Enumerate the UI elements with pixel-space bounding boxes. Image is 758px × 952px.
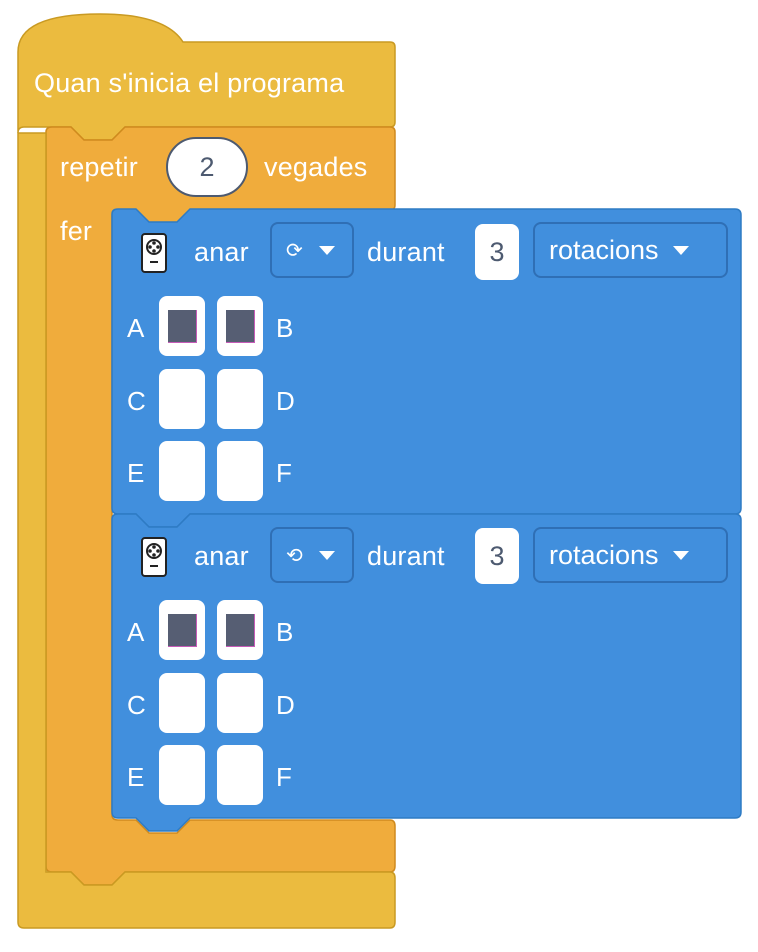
unit-dropdown[interactable]: rotacions	[533, 222, 728, 278]
motor-label-a: A	[127, 617, 145, 647]
motor-label-b: B	[276, 617, 294, 647]
motor-label-b: B	[276, 313, 294, 343]
amount-input[interactable]: 3	[475, 528, 519, 584]
motor-label-e: E	[127, 458, 145, 488]
motor-label-f: F	[276, 458, 292, 488]
during-label: durant	[367, 541, 445, 571]
motor-toggle-a[interactable]	[159, 296, 205, 356]
motor-label-f: F	[276, 762, 292, 792]
repeat-times-label: vegades	[264, 152, 368, 182]
motor-toggle-b[interactable]	[217, 600, 263, 660]
rotate-counterclockwise-icon: ⟲	[286, 544, 303, 567]
chevron-down-icon	[318, 550, 335, 560]
rotate-clockwise-icon: ⟳	[286, 239, 303, 262]
motor-label-e: E	[127, 762, 145, 792]
motor-toggle-f[interactable]	[217, 745, 263, 805]
motor-toggle-a[interactable]	[159, 600, 205, 660]
repeat-label: repetir	[60, 152, 138, 182]
motor-toggle-c[interactable]	[159, 673, 205, 733]
amount-input[interactable]: 3	[475, 224, 519, 280]
repeat-do-label: fer	[60, 216, 93, 246]
unit-label: rotacions	[549, 539, 659, 570]
unit-dropdown[interactable]: rotacions	[533, 527, 728, 583]
motor-label-d: D	[276, 386, 295, 416]
motor-label-c: C	[127, 690, 146, 720]
chevron-down-icon	[672, 245, 689, 255]
chevron-down-icon	[672, 550, 689, 560]
repeat-count-input[interactable]: 2	[166, 137, 248, 197]
motor-toggle-e[interactable]	[159, 745, 205, 805]
motor-toggle-d[interactable]	[217, 673, 263, 733]
unit-label: rotacions	[549, 234, 659, 265]
move-block-2-shape[interactable]	[111, 513, 742, 832]
motor-toggle-c[interactable]	[159, 369, 205, 429]
motor-label-a: A	[127, 313, 145, 343]
move-verb-label: anar	[194, 541, 249, 571]
move-verb-label: anar	[194, 237, 249, 267]
event-block-label: Quan s'inicia el programa	[34, 68, 345, 98]
during-label: durant	[367, 237, 445, 267]
event-block-bottom	[17, 132, 396, 929]
motor-label-c: C	[127, 386, 146, 416]
direction-dropdown[interactable]: ⟳	[270, 222, 354, 278]
robot-remote-icon	[141, 233, 167, 273]
motor-toggle-f[interactable]	[217, 441, 263, 501]
motor-toggle-d[interactable]	[217, 369, 263, 429]
motor-toggle-e[interactable]	[159, 441, 205, 501]
robot-remote-icon	[141, 537, 167, 577]
chevron-down-icon	[318, 245, 335, 255]
event-hat-block[interactable]	[17, 13, 396, 141]
motor-label-d: D	[276, 690, 295, 720]
motor-toggle-b[interactable]	[217, 296, 263, 356]
direction-dropdown[interactable]: ⟲	[270, 527, 354, 583]
